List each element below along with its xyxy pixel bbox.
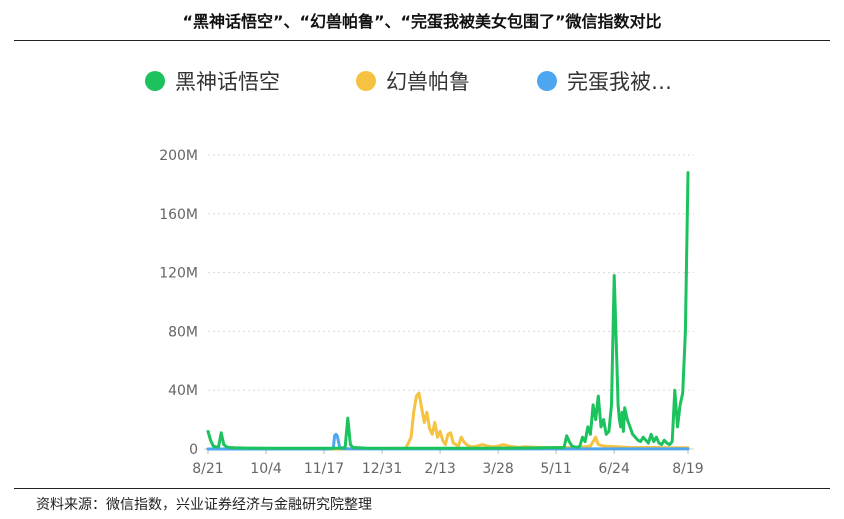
- bottom-rule: [14, 488, 830, 489]
- chart-title: “黑神话悟空”、“幻兽帕鲁”、“完蛋我被美女包围了”微信指数对比: [182, 12, 662, 31]
- legend-label-wukong: 黑神话悟空: [175, 70, 280, 94]
- x-tick-label: 2/13: [424, 461, 455, 477]
- x-tick-label: 6/24: [598, 461, 630, 477]
- y-tick-label: 80M: [168, 324, 198, 340]
- y-tick-label: 40M: [168, 383, 198, 399]
- y-axis-ticks: 0 40M 80M 120M 160M 200M: [159, 148, 198, 458]
- y-tick-label: 0: [189, 442, 198, 458]
- y-tick-label: 160M: [159, 207, 198, 223]
- x-tick-label: 8/21: [192, 461, 223, 477]
- y-tick-label: 200M: [159, 148, 198, 164]
- y-tick-label: 120M: [159, 266, 198, 282]
- legend-item-palworld[interactable]: 幻兽帕鲁: [356, 66, 470, 96]
- legend-dot-palworld: [356, 71, 376, 91]
- x-tick-label: 3/28: [482, 461, 513, 477]
- series-line-wukong: [206, 171, 690, 450]
- legend: 黑神话悟空 幻兽帕鲁 完蛋我被…: [0, 66, 844, 98]
- legend-item-wukong[interactable]: 黑神话悟空: [145, 66, 280, 96]
- legend-dot-wukong: [145, 71, 165, 91]
- x-tick-label: 11/17: [304, 461, 344, 477]
- legend-item-wandan[interactable]: 完蛋我被…: [537, 66, 672, 96]
- x-tick-label: 10/4: [250, 461, 282, 477]
- series-line-palworld: [206, 391, 690, 451]
- gridlines: [208, 154, 694, 391]
- x-tick-label: 5/11: [540, 461, 571, 477]
- legend-dot-wandan: [537, 71, 557, 91]
- top-rule: [14, 40, 830, 41]
- series-lines: [206, 171, 690, 451]
- x-tick-label: 8/19: [672, 461, 703, 477]
- x-tick-label: 12/31: [362, 461, 402, 477]
- legend-label-wandan: 完蛋我被…: [567, 70, 672, 94]
- x-axis-ticks: 8/21 10/4 11/17 12/31 2/13 3/28 5/11 6/24 8/19: [192, 449, 704, 477]
- legend-label-palworld: 幻兽帕鲁: [386, 70, 470, 94]
- source-note: 资料来源：微信指数，兴业证券经济与金融研究院整理: [36, 497, 372, 513]
